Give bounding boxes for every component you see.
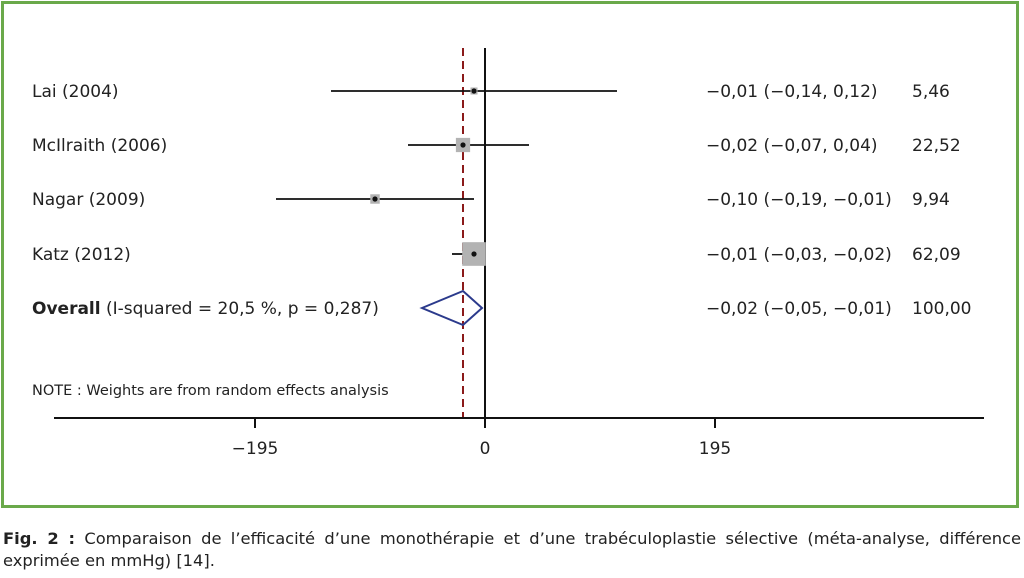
caption-fig-label: Fig. 2 : [3,529,76,548]
study-ci-text: −0,01 (−0,14, 0,12) [706,82,878,102]
overall-ci-text: −0,02 (−0,05, −0,01) [706,299,892,319]
study-ci-text: −0,01 (−0,03, −0,02) [706,245,892,265]
forest-plot: Lai (2004) −0,01 (−0,14, 0,12) 5,46 McIlrai… [32,48,984,459]
study-weight-text: 22,52 [912,136,961,156]
caption-text: Comparaison de l’efficacité d’une monoth… [3,529,1021,570]
study-weight-text: 9,94 [912,190,950,210]
study-ci-text: −0,10 (−0,19, −0,01) [706,190,892,210]
study-label: Lai (2004) [32,82,119,102]
x-axis-tick-label: 195 [699,439,731,459]
study-point [460,142,466,148]
figure-caption: Fig. 2 : Comparaison de l’efficacité d’u… [3,528,1021,572]
x-axis-tick-label: −195 [232,439,279,459]
study-weight-text: 62,09 [912,245,961,265]
figure-frame: Lai (2004) −0,01 (−0,14, 0,12) 5,46 McIlrai… [1,1,1019,508]
study-label: Nagar (2009) [32,190,145,210]
analysis-note: NOTE : Weights are from random effects a… [32,383,389,399]
overall-diamond [419,289,484,327]
study-point [471,88,477,94]
study-label: Katz (2012) [32,245,131,265]
study-point [471,251,477,257]
study-ci-text: −0,02 (−0,07, 0,04) [706,136,878,156]
overall-weight-text: 100,00 [912,299,971,319]
study-point [372,196,378,202]
overall-label: Overall (I-squared = 20,5 %, p = 0,287) [32,299,379,319]
x-axis-tick-label: 0 [480,439,491,459]
study-weight-text: 5,46 [912,82,950,102]
study-label: McIlraith (2006) [32,136,167,156]
